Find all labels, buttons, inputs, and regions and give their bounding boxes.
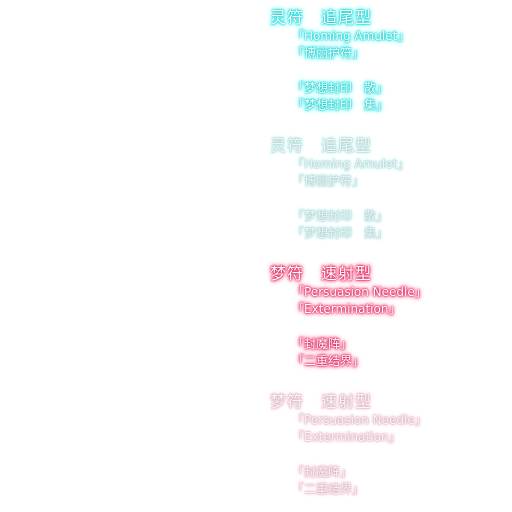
spell-name: 「Extermination」 — [292, 430, 401, 444]
spell-name: 「梦想封印 散」 — [292, 81, 389, 95]
shot-option-reimu-b-highlighted[interactable]: 梦符 速射型 「Persuasion Needle」 「Exterminatio… — [270, 264, 510, 370]
spell-name: 「Extermination」 — [292, 302, 401, 316]
shot-type-title: 梦符 速射型 — [270, 392, 373, 411]
shot-option-reimu-a-highlighted[interactable]: 灵符 追尾型 「Homing Amulet」 「博丽护符」 「梦想封印 散」 「… — [270, 8, 510, 114]
shot-type-title: 梦符 速射型 — [270, 264, 373, 283]
spell-name: 「梦想封印 集」 — [292, 98, 389, 112]
spell-name: 「Persuasion Needle」 — [292, 413, 427, 427]
spell-name: 「博丽护符」 — [292, 46, 365, 60]
spell-name: 「Homing Amulet」 — [292, 29, 410, 43]
spell-name: 「封魔阵」 — [292, 337, 353, 351]
shot-option-reimu-a-dimmed[interactable]: 灵符 追尾型 「Homing Amulet」 「博丽护符」 「梦想封印 散」 「… — [270, 136, 510, 242]
spell-name: 「梦想封印 集」 — [292, 226, 389, 240]
spell-name: 「Homing Amulet」 — [292, 157, 410, 171]
shot-option-reimu-b-dimmed[interactable]: 梦符 速射型 「Persuasion Needle」 「Exterminatio… — [270, 392, 510, 498]
spell-name: 「二重结界」 — [292, 482, 365, 496]
spell-name: 「封魔阵」 — [292, 465, 353, 479]
shot-type-title: 灵符 追尾型 — [270, 8, 373, 27]
spell-name: 「梦想封印 散」 — [292, 209, 389, 223]
spell-name: 「博丽护符」 — [292, 174, 365, 188]
shot-type-title: 灵符 追尾型 — [270, 136, 373, 155]
spell-name: 「二重结界」 — [292, 354, 365, 368]
spell-name: 「Persuasion Needle」 — [292, 285, 427, 299]
